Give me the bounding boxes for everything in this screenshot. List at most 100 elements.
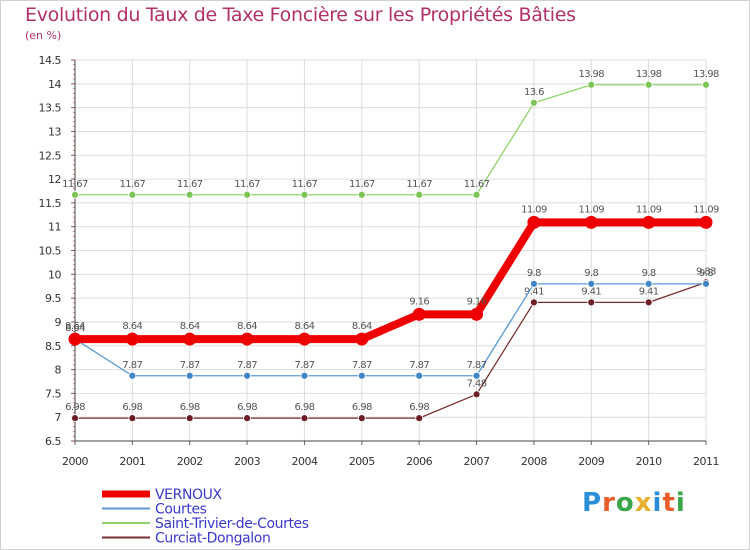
proxiti-logo: Proxiti xyxy=(582,488,686,518)
data-label: 13.6 xyxy=(524,87,544,98)
data-point xyxy=(584,215,598,229)
data-label: 7.48 xyxy=(467,378,487,389)
data-point xyxy=(699,215,713,229)
data-point xyxy=(300,371,309,380)
logo-letter: P xyxy=(582,488,603,518)
data-label: 7.87 xyxy=(180,360,200,371)
data-label: 9.16 xyxy=(409,296,429,307)
series-courtes: 8.647.87 7.87 7.87 7.87 7.87 7.87 7.879.8 9.8 9.… xyxy=(65,268,714,380)
data-label: 7.87 xyxy=(352,360,372,371)
data-point xyxy=(530,279,538,288)
data-label: 11.67 xyxy=(62,179,88,190)
data-label: 8.64 xyxy=(180,321,200,332)
series-line xyxy=(75,281,707,419)
data-label: 11.09 xyxy=(521,204,547,215)
data-label: 7.87 xyxy=(409,360,429,371)
series-saint-trivier-de-courtes: 11.67 11.67 11.67 11.67 11.67 11.67 11.67 11.67… xyxy=(62,69,720,199)
data-label: 13.98 xyxy=(693,69,719,80)
logo-letter: t xyxy=(662,488,676,518)
x-tick-label: 2005 xyxy=(349,455,375,468)
data-point xyxy=(357,190,366,199)
data-point xyxy=(587,80,596,89)
legend-label: Saint-Trivier-de-Courtes xyxy=(155,516,309,532)
data-label: 6.98 xyxy=(352,402,372,413)
x-tick-label: 2008 xyxy=(521,455,547,468)
data-label: 11.09 xyxy=(578,204,604,215)
data-label: 9.41 xyxy=(524,286,544,297)
y-tick-label: 12.5 xyxy=(39,149,62,162)
series: 11.67 11.67 11.67 11.67 11.67 11.67 11.67 11.67… xyxy=(62,69,720,423)
x-tick-label: 2009 xyxy=(578,455,604,468)
data-point xyxy=(297,332,311,346)
y-tick-label: 14 xyxy=(48,78,61,91)
data-label: 11.67 xyxy=(349,179,375,190)
data-label: 9.83 xyxy=(696,266,716,277)
data-point xyxy=(702,279,710,288)
data-point xyxy=(527,215,541,229)
data-point xyxy=(415,371,424,380)
data-point xyxy=(243,414,251,423)
data-label: 9.8 xyxy=(527,268,541,279)
y-tick-label: 13 xyxy=(48,125,61,138)
x-tick-label: 2003 xyxy=(234,455,260,468)
data-point xyxy=(357,414,366,423)
x-tick-label: 2004 xyxy=(291,455,317,468)
logo-letter: i xyxy=(652,488,663,518)
y-tick-label: 6.5 xyxy=(45,435,61,448)
x-tick-label: 2002 xyxy=(177,455,203,468)
y-tick-label: 11.5 xyxy=(39,197,62,210)
data-point xyxy=(415,414,424,423)
data-label: 6.98 xyxy=(295,402,315,413)
data-label: 7.87 xyxy=(467,360,487,371)
y-tick-label: 9 xyxy=(55,316,62,329)
data-label: 9.8 xyxy=(699,268,713,279)
legend-label: Curciat-Dongalon xyxy=(155,531,270,547)
x-tick-label: 2007 xyxy=(464,455,490,468)
data-label: 13.98 xyxy=(636,69,662,80)
data-point xyxy=(587,298,596,307)
data-point xyxy=(644,80,653,89)
data-point xyxy=(243,190,251,199)
logo-letter: x xyxy=(634,488,653,518)
data-label: 8.64 xyxy=(65,321,85,332)
data-label: 11.09 xyxy=(636,204,662,215)
data-point xyxy=(185,414,194,423)
data-label: 7.87 xyxy=(122,360,142,371)
data-point xyxy=(530,298,538,307)
y-tick-label: 12 xyxy=(48,173,61,186)
data-label: 11.09 xyxy=(693,204,719,215)
data-point xyxy=(472,190,481,199)
data-label: 6.98 xyxy=(180,402,200,413)
data-label: 6.98 xyxy=(65,402,85,413)
logo-letter: o xyxy=(615,488,635,518)
data-label: 9.41 xyxy=(581,286,601,297)
data-point xyxy=(128,371,137,380)
data-label: 11.67 xyxy=(120,179,146,190)
data-point xyxy=(185,371,194,380)
y-tick-label: 10 xyxy=(48,268,61,281)
data-label: 9.41 xyxy=(639,286,659,297)
data-label: 7.87 xyxy=(237,360,257,371)
data-label: 8.64 xyxy=(352,321,372,332)
data-point xyxy=(355,332,369,346)
chart-unit: (en %) xyxy=(25,29,62,42)
x-tick-label: 2010 xyxy=(636,455,662,468)
y-tick-label: 14.5 xyxy=(39,54,62,67)
data-label: 11.67 xyxy=(177,179,203,190)
series-line xyxy=(74,283,706,377)
y-tick-label: 7 xyxy=(55,411,62,424)
data-label: 11.67 xyxy=(464,179,490,190)
data-point xyxy=(128,414,137,423)
data-point xyxy=(644,298,653,307)
data-point xyxy=(300,190,309,199)
data-point xyxy=(243,371,251,380)
y-tick-label: 8 xyxy=(55,364,62,377)
data-point xyxy=(412,307,426,321)
y-tick-label: 8.5 xyxy=(45,340,61,353)
chart-title: Evolution du Taux de Taxe Foncière sur l… xyxy=(25,4,576,26)
legend-label: VERNOUX xyxy=(155,487,222,503)
data-point xyxy=(642,215,656,229)
data-point xyxy=(415,190,424,199)
x-tick-label: 2006 xyxy=(406,455,432,468)
